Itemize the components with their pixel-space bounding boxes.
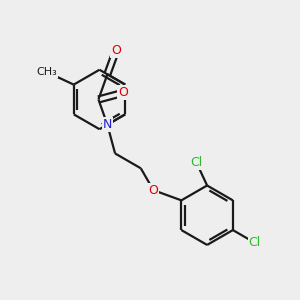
Text: Cl: Cl [249,236,261,249]
Text: O: O [118,86,128,99]
Text: N: N [103,118,112,131]
Text: O: O [111,44,121,57]
Text: Cl: Cl [190,156,202,169]
Text: O: O [148,184,158,197]
Text: CH₃: CH₃ [36,67,57,77]
